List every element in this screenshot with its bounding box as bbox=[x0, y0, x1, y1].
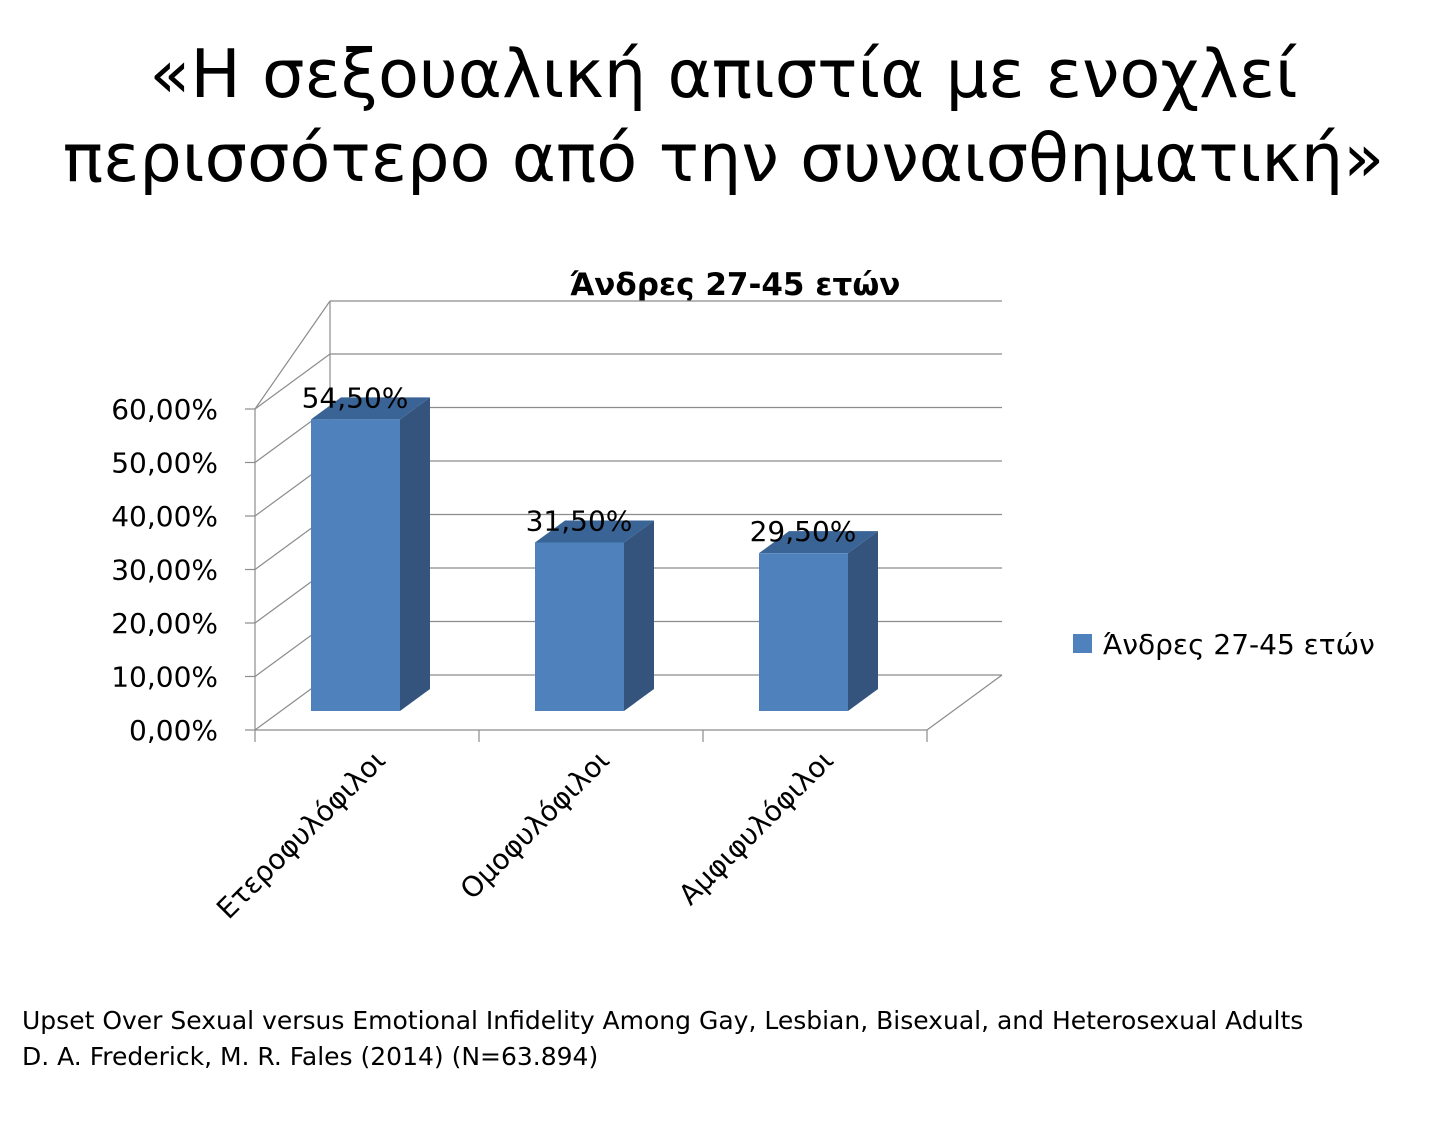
side-wall-line bbox=[254, 353, 331, 410]
data-label: 29,50% bbox=[750, 515, 857, 548]
x-category-label: Αμφιφυλόφιλοι bbox=[672, 744, 840, 912]
bar bbox=[311, 419, 400, 711]
y-tick-label: 10,00% bbox=[111, 661, 218, 694]
bar-top-face bbox=[759, 531, 878, 554]
citation-line-2: D. A. Frederick, M. R. Fales (2014) (N=6… bbox=[22, 1042, 599, 1071]
x-category-label: Ετεροφυλόφιλοι bbox=[210, 744, 392, 926]
bar-top-face bbox=[311, 397, 430, 420]
source-citation: Upset Over Sexual versus Emotional Infid… bbox=[22, 1003, 1303, 1075]
floor-right-edge bbox=[926, 674, 1003, 731]
bar-side-face bbox=[848, 531, 878, 711]
side-wall-top bbox=[254, 300, 331, 410]
chart-title: Άνδρες 27-45 ετών bbox=[570, 267, 901, 303]
bar-top-face bbox=[535, 520, 654, 543]
data-label: 54,50% bbox=[302, 381, 409, 414]
data-label: 31,50% bbox=[526, 504, 633, 537]
bar-side-face bbox=[400, 397, 430, 711]
y-tick-label: 60,00% bbox=[111, 393, 218, 426]
y-tick-label: 40,00% bbox=[111, 500, 218, 533]
citation-line-1: Upset Over Sexual versus Emotional Infid… bbox=[22, 1006, 1304, 1035]
x-category-label: Ομοφυλόφιλοι bbox=[454, 744, 616, 906]
slide-title-line-1: «Η σεξουαλική απιστία με ενοχλεί bbox=[149, 35, 1298, 113]
slide-title: «Η σεξουαλική απιστία με ενοχλεί περισσό… bbox=[0, 32, 1447, 200]
legend-swatch bbox=[1073, 634, 1092, 653]
bar bbox=[535, 542, 624, 711]
y-tick-label: 50,00% bbox=[111, 447, 218, 480]
bar-side-face bbox=[624, 520, 654, 711]
y-tick-label: 0,00% bbox=[129, 714, 218, 747]
slide-title-line-2: περισσότερο από την συναισθηματική» bbox=[62, 119, 1385, 197]
y-tick-label: 20,00% bbox=[111, 607, 218, 640]
y-tick-label: 30,00% bbox=[111, 554, 218, 587]
bar bbox=[759, 553, 848, 711]
legend-label: Άνδρες 27-45 ετών bbox=[1103, 628, 1375, 661]
